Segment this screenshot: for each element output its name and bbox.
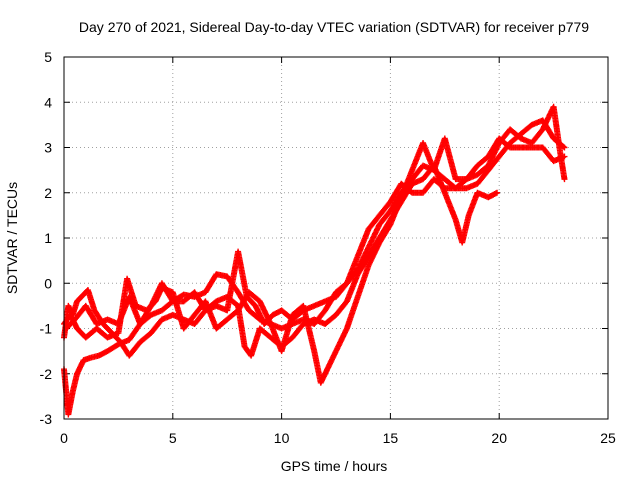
y-tick-label: -3 [40, 411, 53, 427]
x-tick-label: 0 [60, 430, 68, 446]
plot-frame [63, 56, 609, 420]
series-track-a [61, 103, 568, 418]
data-points [61, 103, 568, 418]
y-tick-label: 0 [44, 275, 52, 291]
data-point [561, 144, 568, 151]
chart-title: Day 270 of 2021, Sidereal Day-to-day VTE… [79, 19, 589, 35]
y-tick-label: 4 [44, 94, 52, 110]
x-tick-label: 5 [169, 430, 177, 446]
axis-ticks: 0 5 10 15 20 25 -3 -2 -1 0 1 2 3 4 5 [40, 49, 616, 446]
y-tick-label: 1 [44, 230, 52, 246]
y-axis-label: SDTVAR / TECUs [4, 182, 20, 294]
data-point [560, 143, 567, 150]
data-point [494, 189, 501, 196]
x-axis-label: GPS time / hours [281, 458, 388, 474]
series-track-d [63, 117, 568, 332]
x-tick-label: 20 [491, 430, 507, 446]
y-tick-label: 5 [44, 49, 52, 65]
x-tick-label: 10 [274, 430, 290, 446]
y-tick-label: 2 [44, 185, 52, 201]
x-tick-label: 25 [600, 430, 616, 446]
y-tick-label: -2 [40, 366, 53, 382]
y-tick-label: -1 [40, 321, 53, 337]
y-tick-label: 3 [44, 140, 52, 156]
grid-lines [64, 57, 608, 419]
data-point [561, 176, 568, 183]
x-tick-label: 15 [383, 430, 399, 446]
data-point [561, 153, 568, 160]
